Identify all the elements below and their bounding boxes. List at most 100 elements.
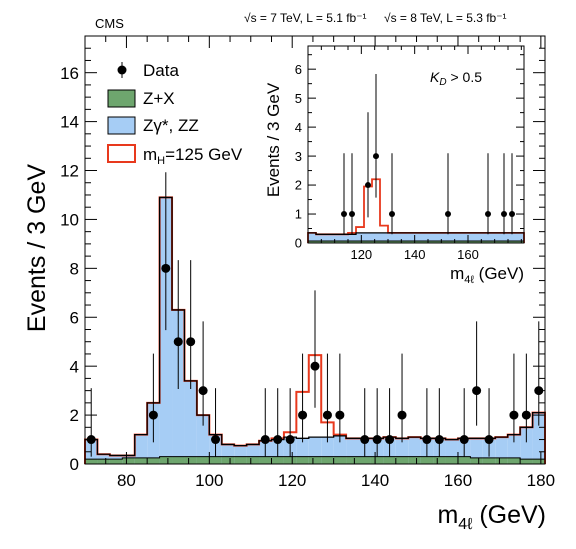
main-zx-bar bbox=[259, 456, 272, 464]
main-zx-bar bbox=[333, 456, 347, 464]
main-data-point bbox=[148, 410, 158, 420]
inset-zx-bar bbox=[436, 240, 444, 243]
main-x-tick-label: 180 bbox=[527, 471, 555, 490]
main-y-tick-label: 14 bbox=[60, 113, 79, 132]
main-zz-bar bbox=[532, 412, 545, 464]
inset-zx-bar bbox=[404, 240, 412, 243]
main-zx-bar bbox=[296, 456, 309, 464]
inset-y-tick-label: 1 bbox=[295, 207, 302, 222]
inset-zx-bar bbox=[388, 240, 396, 243]
inset-x-tick-label: 120 bbox=[350, 247, 372, 262]
main-zx-bar bbox=[482, 457, 496, 464]
inset-zx-bar bbox=[356, 240, 364, 243]
main-zz-bar bbox=[495, 437, 508, 464]
main-y-tick-label: 0 bbox=[70, 455, 79, 474]
inset-zx-bar bbox=[484, 240, 492, 243]
main-y-tick-label: 10 bbox=[60, 211, 79, 230]
legend-data-marker bbox=[117, 65, 127, 75]
inset-zz-bar bbox=[316, 234, 324, 243]
inset-zx-bar bbox=[324, 240, 332, 243]
inset-data-point bbox=[373, 153, 379, 160]
main-data-point bbox=[372, 435, 382, 445]
inset-y-axis-title: Events / 3 GeV bbox=[264, 82, 283, 197]
main-zx-bar bbox=[346, 456, 359, 464]
inset-annotation: KD > 0.5 bbox=[430, 69, 482, 88]
legend-data-label: Data bbox=[143, 61, 179, 80]
energy-lumi-8-label: √s = 8 TeV, L = 5.3 fb⁻¹ bbox=[384, 11, 507, 25]
main-y-tick-label: 16 bbox=[60, 64, 79, 83]
main-zx-bar bbox=[122, 457, 135, 464]
main-data-point bbox=[186, 337, 196, 347]
inset-y-tick-label: 6 bbox=[295, 62, 302, 77]
inset-zx-bar bbox=[460, 240, 468, 243]
main-data-point bbox=[273, 435, 283, 445]
main-zx-bar bbox=[370, 456, 384, 464]
inset-zz-bar bbox=[396, 232, 404, 243]
main-data-point bbox=[422, 435, 432, 445]
main-zx-bar bbox=[457, 456, 471, 464]
inset-zz-bar bbox=[452, 232, 460, 243]
inset-zx-bar bbox=[316, 240, 324, 243]
main-zx-bar bbox=[433, 456, 446, 464]
main-x-tick-label: 80 bbox=[117, 471, 136, 490]
inset-zz-bar bbox=[516, 232, 524, 243]
inset-zz-bar bbox=[340, 234, 348, 243]
main-zx-bar bbox=[408, 456, 421, 464]
main-y-tick-label: 4 bbox=[70, 357, 79, 376]
inset-zz-bar bbox=[380, 232, 388, 243]
main-data-point bbox=[385, 435, 395, 445]
inset-data-point bbox=[501, 211, 507, 218]
main-zx-outline bbox=[84, 456, 546, 464]
inset-zx-bar bbox=[476, 240, 484, 243]
main-zx-bar bbox=[196, 456, 210, 464]
inset-x-tick-label: 140 bbox=[404, 247, 426, 262]
inset-zz-bar bbox=[324, 234, 332, 243]
main-data-points bbox=[86, 172, 544, 457]
inset-zz-bar bbox=[412, 232, 420, 243]
main-zz-bar bbox=[196, 415, 210, 464]
main-y-tick-label: 8 bbox=[70, 259, 79, 278]
main-zx-bar bbox=[283, 456, 297, 464]
inset-zz-bar bbox=[404, 232, 412, 243]
main-zx-bar bbox=[184, 456, 197, 464]
main-zx-bar bbox=[495, 457, 508, 464]
inset-zz-bar bbox=[460, 232, 468, 243]
inset-zx-bar bbox=[516, 240, 524, 243]
main-zx-bar bbox=[271, 456, 284, 464]
main-data-point bbox=[360, 435, 370, 445]
inset-data-point bbox=[485, 211, 491, 218]
inset-zx-bar bbox=[364, 240, 372, 243]
main-data-point bbox=[285, 435, 295, 445]
inset-zz-bar bbox=[332, 234, 340, 243]
main-zx-bar bbox=[507, 457, 521, 464]
inset-zz-bar bbox=[484, 232, 492, 243]
legend-signal-label: mH=125 GeV bbox=[143, 145, 243, 167]
legend-zz-label: Zγ*, ZZ bbox=[143, 116, 199, 135]
inset-y-tick-label: 5 bbox=[295, 91, 302, 106]
main-y-tick-label: 2 bbox=[70, 406, 79, 425]
main-data-point bbox=[335, 410, 345, 420]
main-zx-bar bbox=[395, 456, 409, 464]
main-zx-bar bbox=[520, 459, 533, 464]
inset-zz-bar bbox=[468, 232, 476, 243]
main-zx-bar bbox=[470, 457, 483, 464]
main-x-tick-label: 120 bbox=[278, 471, 306, 490]
main-zx-bar bbox=[532, 459, 545, 464]
inset-zz-bar bbox=[428, 232, 436, 243]
main-zx-bar bbox=[321, 456, 334, 464]
main-data-point bbox=[198, 386, 208, 396]
main-zz-bar bbox=[184, 380, 197, 464]
inset-zz-bar bbox=[356, 232, 364, 243]
inset-zz-bar bbox=[492, 232, 500, 243]
inset-zx-bar bbox=[492, 240, 500, 243]
legend: Data Z+X Zγ*, ZZ mH=125 GeV bbox=[107, 61, 243, 167]
inset-plot-frame bbox=[307, 45, 525, 244]
inset-background bbox=[308, 46, 524, 243]
inset-data-point bbox=[365, 182, 371, 189]
main-data-point bbox=[310, 361, 320, 371]
main-zz-bar bbox=[507, 434, 521, 464]
inset-zx-bar bbox=[396, 240, 404, 243]
main-zx-bar bbox=[420, 456, 434, 464]
main-data-point bbox=[434, 435, 444, 445]
